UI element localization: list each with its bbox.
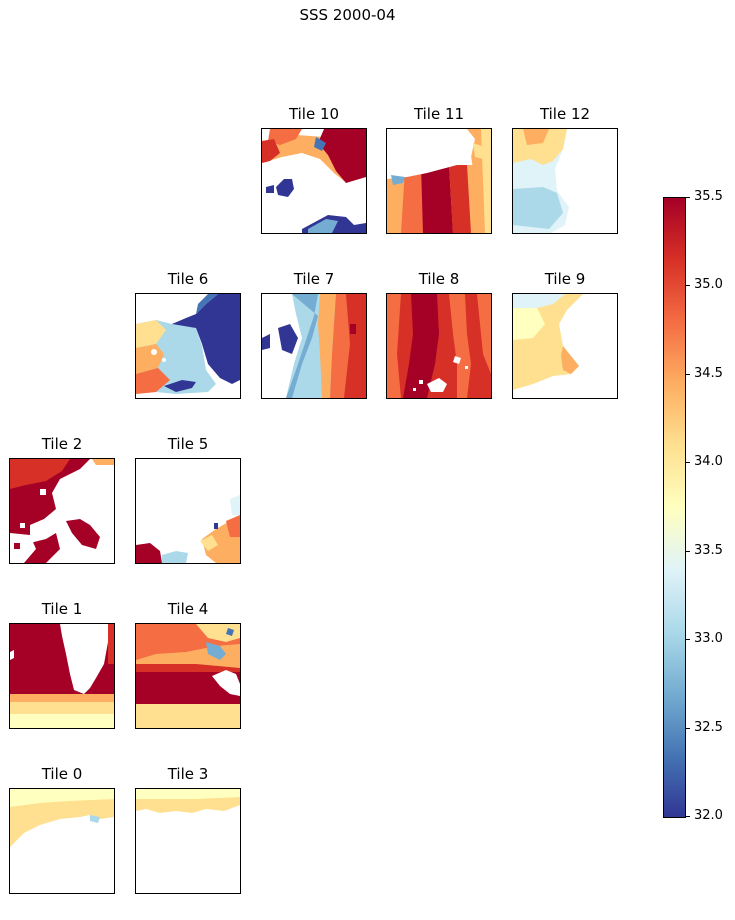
colorbar-tick-label: 33.0: [694, 631, 723, 646]
tile-10-title: Tile 10: [288, 105, 340, 123]
tile-5-title: Tile 5: [167, 435, 209, 453]
tile-4-title: Tile 4: [167, 600, 209, 618]
tile-3-map: [135, 788, 241, 894]
colorbar-tick: [685, 374, 690, 375]
colorbar-tick: [685, 462, 690, 463]
colorbar-tick-label: 32.0: [694, 808, 723, 823]
tile-3-title: Tile 3: [167, 765, 209, 783]
colorbar-tick: [685, 639, 690, 640]
figure-title: SSS 2000-04: [299, 6, 396, 24]
tile-4-map: [135, 623, 241, 729]
colorbar-tick-label: 32.5: [694, 720, 723, 735]
tile-5-map: [135, 458, 241, 564]
tile-7-map: [261, 293, 367, 399]
tile-12-title: Tile 12: [539, 105, 591, 123]
colorbar-tick: [685, 551, 690, 552]
tile-8-title: Tile 8: [418, 270, 460, 288]
colorbar-tick: [685, 197, 690, 198]
colorbar-tick-label: 34.5: [694, 366, 723, 381]
tile-0-title: Tile 0: [41, 765, 83, 783]
tile-9-title: Tile 9: [544, 270, 586, 288]
tile-1-title: Tile 1: [41, 600, 83, 618]
tile-6-map: [135, 293, 241, 399]
tile-10-map: [261, 128, 367, 234]
tile-0-map: [9, 788, 115, 894]
colorbar-tick-label: 33.5: [694, 543, 723, 558]
colorbar-tick-label: 35.5: [694, 189, 723, 204]
colorbar-tick-label: 35.0: [694, 277, 723, 292]
tile-1-map: [9, 623, 115, 729]
colorbar-tick: [685, 728, 690, 729]
tile-2-title: Tile 2: [41, 435, 83, 453]
tile-9-map: [512, 293, 618, 399]
tile-11-title: Tile 11: [413, 105, 465, 123]
tile-2-map: [9, 458, 115, 564]
tile-7-title: Tile 7: [293, 270, 335, 288]
tile-8-map: [386, 293, 492, 399]
tile-6-title: Tile 6: [167, 270, 209, 288]
colorbar: [663, 197, 686, 818]
tile-12-map: [512, 128, 618, 234]
colorbar-tick-label: 34.0: [694, 454, 723, 469]
colorbar-tick: [685, 816, 690, 817]
colorbar-tick: [685, 285, 690, 286]
tile-11-map: [386, 128, 492, 234]
